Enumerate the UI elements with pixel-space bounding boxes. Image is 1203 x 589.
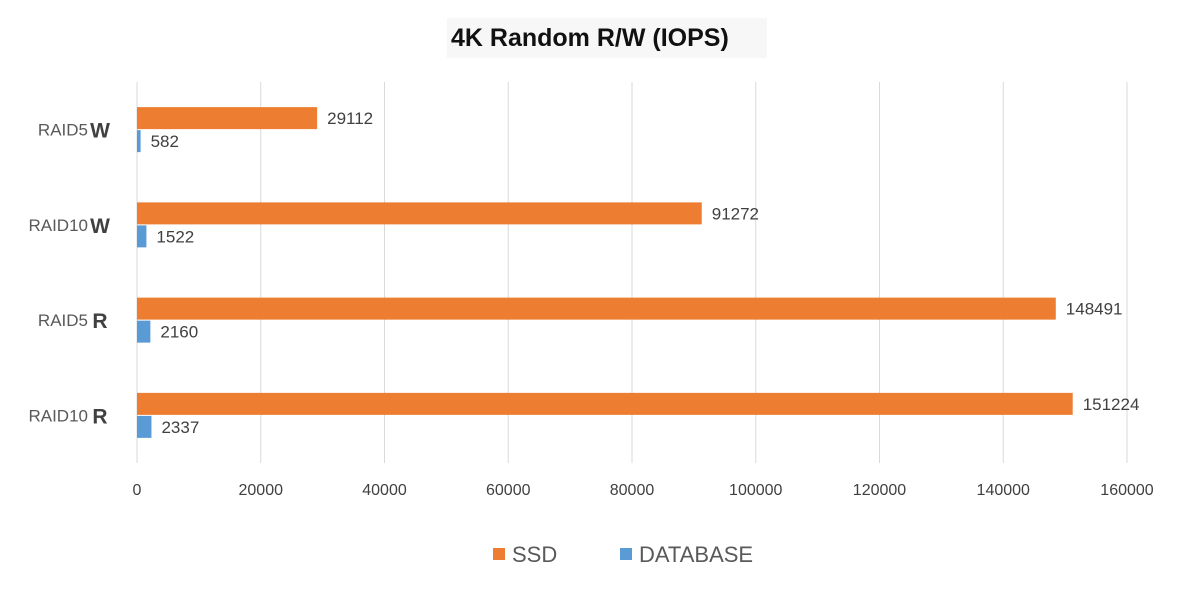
bar-ssd	[137, 392, 1073, 415]
x-tick-label: 0	[133, 482, 142, 499]
category-op-label: W	[90, 120, 110, 143]
category-label: RAID10	[28, 406, 88, 425]
chart-title: 4K Random R/W (IOPS)	[447, 18, 767, 58]
x-tick-label: 60000	[486, 482, 531, 499]
data-label: 2160	[160, 323, 198, 342]
data-label: 2337	[161, 418, 199, 437]
category-label: RAID10	[28, 216, 88, 235]
x-tick-label: 120000	[853, 482, 906, 499]
category-op-label: R	[92, 405, 107, 428]
bar-ssd	[137, 107, 318, 130]
x-tick-label: 40000	[362, 482, 407, 499]
bar-ssd	[137, 297, 1056, 320]
legend-label-ssd: SSD	[512, 542, 557, 567]
data-label: 29112	[327, 109, 373, 128]
category-label: RAID5	[38, 121, 88, 140]
x-tick-label: 100000	[729, 482, 782, 499]
category-op-label: W	[90, 215, 110, 238]
x-tick-label: 160000	[1100, 482, 1153, 499]
bar-database	[137, 320, 151, 343]
x-axis-tick-labels: 0 20000 40000 60000 80000 100000 120000 140000 1…	[133, 482, 1154, 499]
bars	[137, 107, 1073, 438]
data-label: 148491	[1066, 300, 1123, 319]
bar-database	[137, 415, 152, 438]
category-label: RAID5	[38, 311, 88, 330]
category-op-label: R	[92, 310, 107, 333]
legend-swatch-ssd	[493, 548, 505, 560]
data-label: 1522	[156, 227, 194, 246]
data-label: 151224	[1083, 395, 1140, 414]
legend-label-database: DATABASE	[639, 542, 753, 567]
data-label: 582	[151, 132, 179, 151]
legend: SSD DATABASE	[493, 542, 753, 567]
data-label: 91272	[712, 204, 759, 223]
bar-database	[137, 225, 147, 248]
data-labels: 29112 582 91272 1522 148491 2160 151224 2337	[151, 109, 1140, 437]
bar-database	[137, 130, 141, 153]
legend-swatch-database	[620, 548, 632, 560]
x-tick-label: 20000	[239, 482, 284, 499]
bar-ssd	[137, 202, 702, 225]
x-tick-label: 140000	[977, 482, 1030, 499]
x-tick-label: 80000	[610, 482, 655, 499]
